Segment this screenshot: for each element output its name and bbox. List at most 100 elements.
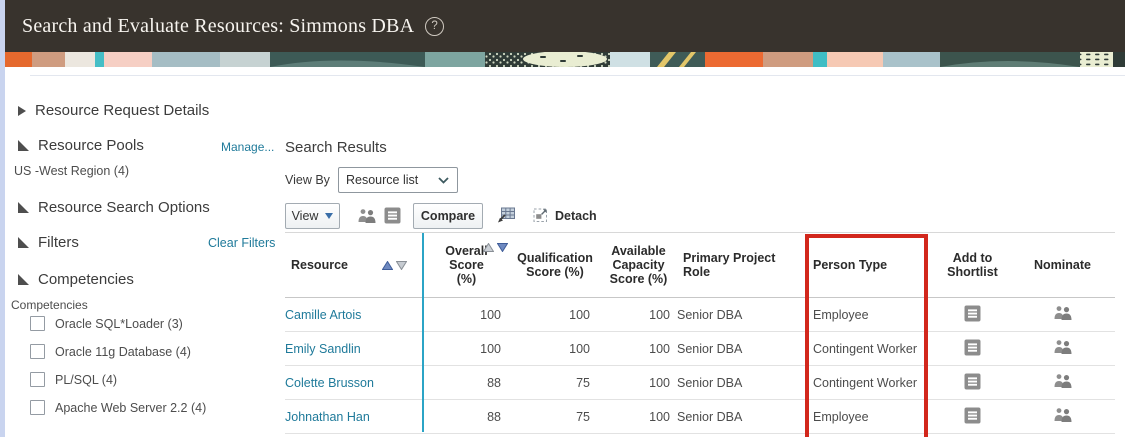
- qualification-score-cell: 75: [510, 365, 600, 400]
- column-header-overall-score[interactable]: Overall Score (%): [423, 232, 510, 298]
- frozen-column-divider: [422, 233, 424, 432]
- section-competencies[interactable]: Competencies: [18, 271, 134, 288]
- chevron-down-icon: [438, 176, 449, 184]
- table-row[interactable]: Johnathan Han 88 75 100 Senior DBA Emplo…: [285, 399, 1115, 434]
- people-icon: [358, 208, 376, 223]
- competency-option[interactable]: PL/SQL (4): [30, 372, 117, 387]
- chevron-collapsed-icon: [18, 105, 26, 116]
- people-icon[interactable]: [1053, 407, 1073, 423]
- nominate-cell[interactable]: [1010, 331, 1115, 366]
- person-type-cell: Employee: [800, 297, 935, 332]
- column-header-qualification-score[interactable]: Qualification Score (%): [510, 232, 600, 298]
- view-by-value: Resource list: [346, 173, 419, 187]
- manage-pools-link[interactable]: Manage...: [221, 140, 275, 154]
- people-icon[interactable]: [1053, 339, 1073, 355]
- section-resource-pools[interactable]: Resource Pools: [18, 137, 144, 154]
- view-menu-button[interactable]: View: [285, 202, 340, 229]
- competency-option[interactable]: Oracle 11g Database (4): [30, 344, 191, 359]
- view-by-label: View By: [285, 173, 330, 187]
- column-header-person-type[interactable]: Person Type: [800, 232, 935, 298]
- overall-score-cell: 100: [423, 331, 510, 366]
- overall-score-cell: 100: [423, 297, 510, 332]
- add-to-shortlist-cell[interactable]: [935, 297, 1010, 332]
- sort-ascending-icon[interactable]: [382, 261, 393, 270]
- people-icon[interactable]: [1053, 373, 1073, 389]
- disclosure-expanded-icon: [18, 140, 29, 151]
- detach-label: Detach: [555, 208, 597, 223]
- section-resource-request-details[interactable]: Resource Request Details: [18, 102, 209, 119]
- decorative-banner: [5, 52, 1125, 67]
- section-resource-search-options[interactable]: Resource Search Options: [18, 199, 210, 216]
- disclosure-expanded-icon: [18, 274, 29, 285]
- overall-score-cell: 88: [423, 365, 510, 400]
- list-icon[interactable]: [964, 407, 981, 424]
- checkbox[interactable]: [30, 344, 45, 359]
- table-row[interactable]: Emily Sandlin 100 100 100 Senior DBA Con…: [285, 331, 1115, 366]
- add-to-shortlist-cell[interactable]: [935, 331, 1010, 366]
- table-row[interactable]: Camille Artois 100 100 100 Senior DBA Em…: [285, 297, 1115, 332]
- person-type-cell: Employee: [800, 399, 935, 434]
- sort-descending-icon[interactable]: [396, 261, 407, 270]
- list-icon[interactable]: [964, 305, 981, 322]
- section-label: Resource Search Options: [38, 199, 210, 216]
- qualification-score-cell: 75: [510, 399, 600, 434]
- primary-role-cell: Senior DBA: [677, 365, 800, 400]
- resource-name-link[interactable]: Camille Artois: [285, 307, 362, 322]
- search-results-table: Resource Overall Score (%): [285, 232, 1115, 434]
- checkbox[interactable]: [30, 400, 45, 415]
- add-to-shortlist-cell[interactable]: [935, 365, 1010, 400]
- qualification-score-cell: 100: [510, 297, 600, 332]
- resource-pool-item: US -West Region (4): [14, 164, 130, 178]
- add-to-shortlist-cell[interactable]: [935, 399, 1010, 434]
- disclosure-expanded-icon: [18, 237, 29, 248]
- detach-frame-icon: [533, 208, 547, 222]
- detach-button[interactable]: Detach: [533, 208, 597, 223]
- nominate-toolbar-button[interactable]: [354, 208, 380, 224]
- section-label: Resource Pools: [38, 137, 144, 154]
- freeze-button[interactable]: [493, 207, 519, 224]
- compare-button[interactable]: Compare: [413, 202, 483, 229]
- page-title: Search and Evaluate Resources: Simmons D…: [22, 0, 445, 52]
- checkbox[interactable]: [30, 372, 45, 387]
- section-label: Resource Request Details: [35, 102, 210, 119]
- sort-descending-icon[interactable]: [497, 243, 508, 252]
- competency-option[interactable]: Apache Web Server 2.2 (4): [30, 400, 206, 415]
- checkbox-label: Oracle SQL*Loader (3): [55, 316, 183, 331]
- resource-name-link[interactable]: Emily Sandlin: [285, 341, 361, 356]
- nominate-cell[interactable]: [1010, 399, 1115, 434]
- view-by-select[interactable]: Resource list: [338, 167, 458, 193]
- capacity-score-cell: 100: [600, 365, 677, 400]
- menu-caret-icon: [325, 212, 334, 219]
- table-header-row: Resource Overall Score (%): [285, 232, 1115, 298]
- column-header-primary-project-role[interactable]: Primary Project Role: [677, 232, 800, 298]
- primary-role-cell: Senior DBA: [677, 399, 800, 434]
- help-icon[interactable]: ?: [425, 16, 445, 36]
- capacity-score-cell: 100: [600, 331, 677, 366]
- resource-name-link[interactable]: Johnathan Han: [285, 409, 370, 424]
- overall-score-cell: 88: [423, 399, 510, 434]
- sidebar: Resource Request Details Resource Pools …: [5, 67, 282, 437]
- sort-ascending-icon[interactable]: [483, 243, 494, 252]
- checkbox[interactable]: [30, 316, 45, 331]
- column-header-available-capacity[interactable]: Available Capacity Score (%): [600, 232, 677, 298]
- resource-name-link[interactable]: Colette Brusson: [285, 375, 374, 390]
- nominate-cell[interactable]: [1010, 297, 1115, 332]
- competencies-group-label: Competencies: [11, 298, 88, 312]
- primary-role-cell: Senior DBA: [677, 297, 800, 332]
- shortlist-toolbar-button[interactable]: [380, 207, 405, 224]
- results-toolbar: View Compare: [285, 202, 597, 229]
- column-header-add-to-shortlist[interactable]: Add to Shortlist: [935, 232, 1010, 298]
- competency-option[interactable]: Oracle SQL*Loader (3): [30, 316, 183, 331]
- list-icon[interactable]: [964, 339, 981, 356]
- table-row[interactable]: Colette Brusson 88 75 100 Senior DBA Con…: [285, 365, 1115, 400]
- column-header-resource[interactable]: Resource: [285, 232, 423, 298]
- list-icon[interactable]: [964, 373, 981, 390]
- column-header-nominate[interactable]: Nominate: [1010, 232, 1115, 298]
- section-filters[interactable]: Filters: [18, 234, 79, 251]
- people-icon[interactable]: [1053, 305, 1073, 321]
- clear-filters-link[interactable]: Clear Filters: [208, 236, 276, 250]
- list-icon: [384, 207, 401, 224]
- section-label: Competencies: [38, 271, 134, 288]
- nominate-cell[interactable]: [1010, 365, 1115, 400]
